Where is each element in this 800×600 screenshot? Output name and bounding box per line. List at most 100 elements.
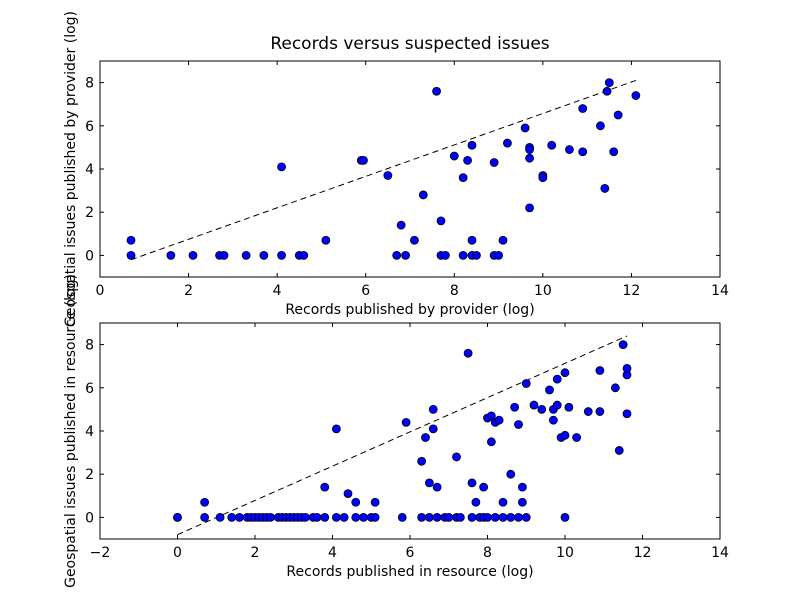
- bottom-data-point: [401, 417, 411, 427]
- bottom-data-point: [622, 409, 632, 419]
- top-data-point: [188, 250, 198, 260]
- bottom-data-point: [521, 379, 531, 388]
- top-data-point: [441, 250, 450, 260]
- bottom-data-point: [300, 513, 310, 522]
- top-data-point: [458, 250, 468, 260]
- bottom-data-point: [610, 383, 620, 393]
- top-data-point: [472, 250, 481, 260]
- top-data-point: [604, 78, 614, 87]
- bottom-data-point: [614, 446, 624, 455]
- bottom-data-point: [595, 366, 605, 375]
- bottom-data-point: [200, 513, 210, 522]
- top-data-point: [565, 145, 574, 154]
- top-data-point: [410, 235, 419, 245]
- top-data-point: [436, 216, 446, 226]
- bottom-data-point: [514, 513, 523, 522]
- top-data-point: [538, 173, 548, 183]
- bottom-subplot: Records published in resource (log) Geos…: [63, 274, 729, 588]
- bottom-data-point: [428, 404, 438, 414]
- bottom-data-point: [235, 513, 244, 522]
- top-data-point: [525, 145, 534, 154]
- bottom-data-point: [397, 513, 407, 522]
- bottom-data-point: [486, 411, 496, 421]
- bottom-data-point: [421, 433, 430, 442]
- top-y-tick-label: 4: [85, 162, 94, 178]
- bottom-data-point: [173, 513, 182, 522]
- bottom-data-point: [370, 497, 380, 507]
- bottom-data-point: [529, 400, 539, 410]
- top-data-point: [299, 250, 309, 260]
- bottom-data-point: [490, 513, 500, 522]
- bottom-y-tick-label: 8: [85, 338, 94, 354]
- bottom-data-point: [417, 513, 427, 522]
- bottom-data-point: [339, 513, 349, 522]
- top-plot-frame: [99, 60, 721, 278]
- bottom-data-point: [331, 424, 341, 434]
- bottom-data-point: [622, 363, 632, 373]
- top-data-point: [498, 235, 508, 245]
- bottom-data-point: [560, 368, 570, 378]
- top-data-point: [578, 147, 588, 157]
- bottom-data-point: [200, 497, 210, 507]
- top-data-point: [126, 250, 136, 260]
- top-subplot: Records versus suspected issues Records …: [63, 11, 729, 327]
- top-x-tick-label: 2: [184, 283, 193, 299]
- bottom-data-point: [444, 513, 454, 522]
- bottom-plot-frame: [99, 322, 721, 540]
- bottom-data-point: [552, 374, 562, 384]
- top-data-point: [494, 250, 503, 260]
- bottom-trend-line: [177, 335, 628, 536]
- top-data-point: [525, 203, 534, 213]
- top-data-point: [520, 123, 530, 133]
- bottom-x-tick-label: 10: [556, 545, 574, 561]
- top-data-point: [613, 110, 623, 120]
- bottom-data-point: [432, 482, 442, 492]
- top-data-point: [547, 140, 557, 150]
- top-data-point: [241, 250, 251, 260]
- bottom-y-tick-label: 2: [85, 467, 94, 483]
- bottom-x-tick-label: 14: [711, 545, 729, 561]
- bottom-data-point: [506, 513, 516, 522]
- top-data-point: [401, 250, 410, 260]
- bottom-data-point: [471, 497, 481, 507]
- bottom-data-point: [521, 513, 531, 522]
- bottom-data-point: [618, 340, 628, 350]
- top-data-point: [432, 86, 441, 96]
- top-y-tick-label: 8: [85, 76, 94, 92]
- bottom-data-point: [498, 513, 508, 522]
- bottom-data-point: [560, 430, 570, 440]
- bottom-data-point: [583, 407, 593, 416]
- top-data-point: [467, 140, 477, 150]
- top-data-point: [525, 153, 534, 163]
- bottom-y-tick-label: 4: [85, 424, 94, 440]
- top-data-point: [596, 121, 605, 131]
- bottom-data-point: [227, 513, 237, 522]
- top-data-point: [609, 147, 619, 157]
- top-data-point: [418, 190, 428, 200]
- top-x-tick-label: 0: [96, 283, 105, 299]
- bottom-data-point: [417, 456, 427, 466]
- bottom-data-point: [320, 513, 330, 522]
- bottom-data-point: [370, 513, 380, 522]
- top-x-tick-label: 6: [361, 283, 370, 299]
- bottom-data-point: [595, 407, 605, 416]
- bottom-data-point: [467, 478, 477, 488]
- top-data-point: [321, 235, 331, 245]
- top-data-point: [359, 155, 368, 165]
- bottom-data-point: [424, 478, 434, 488]
- bottom-data-point: [572, 433, 582, 442]
- top-data-point: [489, 158, 499, 167]
- bottom-data-point: [320, 482, 330, 492]
- top-x-tick-label: 14: [711, 283, 729, 299]
- bottom-x-tick-label: 12: [634, 545, 652, 561]
- top-x-tick-label: 10: [534, 283, 552, 299]
- top-data-point: [383, 171, 393, 180]
- bottom-data-point: [494, 415, 504, 425]
- chart-title: Records versus suspected issues: [270, 34, 549, 54]
- bottom-data-point: [537, 404, 547, 414]
- bottom-data-point: [428, 424, 438, 434]
- bottom-data-point: [498, 497, 508, 507]
- bottom-data-point: [564, 402, 574, 412]
- bottom-data-point: [463, 348, 473, 358]
- bottom-data-point: [452, 452, 461, 462]
